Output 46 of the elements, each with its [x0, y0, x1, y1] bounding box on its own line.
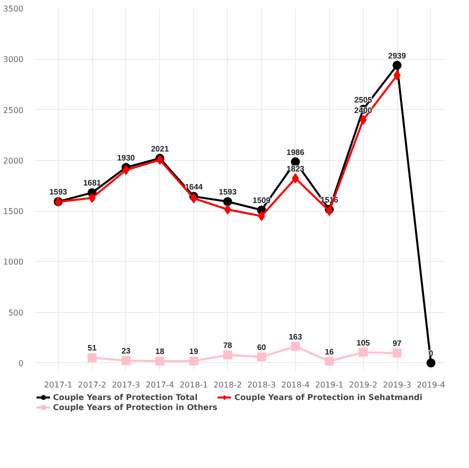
data-label: 16 [324, 347, 334, 356]
legend-label: Couple Years of Protection in Others [53, 402, 218, 412]
x-tick-label: 2017-4 [146, 380, 174, 390]
data-label: 2400 [354, 106, 373, 115]
x-tick-label: 2018-2 [213, 380, 242, 390]
data-label: 1681 [83, 178, 102, 188]
data-label: 1593 [49, 188, 68, 197]
data-label: 23 [122, 346, 131, 356]
x-tick-label: 2019-3 [382, 380, 412, 390]
x-tick-label: 2019-1 [315, 380, 344, 390]
data-label: 2939 [388, 51, 407, 60]
x-tick-label: 2018-1 [180, 380, 208, 390]
y-tick-label: 2500 [3, 106, 24, 115]
y-tick-label: 1000 [3, 258, 24, 267]
data-label: 78 [223, 341, 233, 350]
x-tick-label: 2019-2 [349, 380, 378, 390]
x-tick-label: 2018-3 [247, 380, 276, 390]
data-label: 18 [155, 347, 165, 356]
y-tick-label: 3000 [3, 55, 24, 64]
data-label: 163 [288, 332, 303, 342]
y-tick-label: 500 [8, 308, 24, 318]
y-tick-label: 3500 [3, 4, 24, 14]
data-label: 1593 [218, 188, 238, 197]
data-label: 97 [392, 339, 402, 348]
x-tick-label: 2017-1 [44, 380, 72, 390]
data-label: 19 [189, 346, 199, 356]
x-tick-label: 2017-3 [112, 380, 140, 390]
data-label: 1986 [286, 148, 305, 157]
y-tick-label: 1500 [3, 207, 24, 216]
data-label: 1644 [184, 182, 204, 192]
data-label: 51 [88, 344, 98, 353]
data-label: 60 [257, 342, 267, 352]
legend-label: Couple Years of Protection Total [53, 392, 198, 402]
data-label: 2505 [354, 95, 373, 104]
x-tick-label: 2018-4 [281, 380, 310, 390]
y-tick-label: 0 [18, 358, 24, 368]
data-label: 2021 [150, 144, 170, 154]
legend-label: Couple Years of Protection in Sehatmandi [234, 392, 422, 402]
data-label: 1823 [286, 164, 305, 174]
x-tick-label: 2017-2 [78, 380, 106, 390]
y-tick-label: 2000 [3, 156, 24, 166]
data-label: 0 [428, 348, 434, 358]
data-label: 1509 [252, 196, 271, 206]
data-label: 105 [356, 338, 370, 348]
x-tick-label: 2019-4 [416, 380, 446, 390]
data-label: 1930 [117, 153, 136, 162]
